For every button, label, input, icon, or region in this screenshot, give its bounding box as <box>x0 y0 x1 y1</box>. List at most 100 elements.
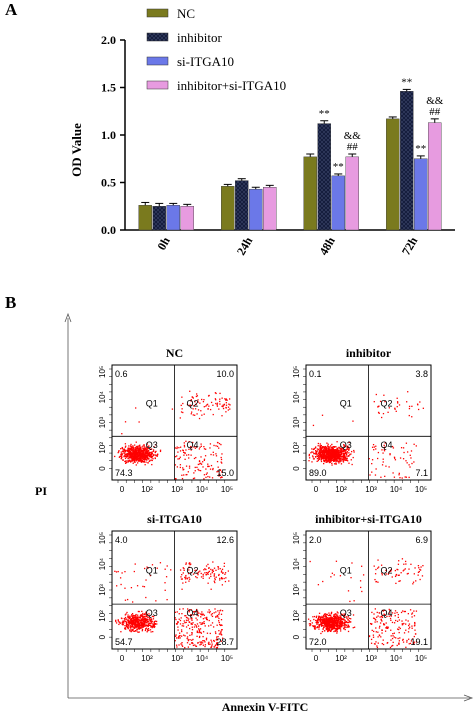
dot <box>118 456 121 458</box>
dot <box>344 452 347 454</box>
dot <box>200 572 202 575</box>
dot <box>130 624 132 626</box>
dot <box>390 629 392 631</box>
dot <box>402 638 404 641</box>
dot <box>188 621 191 623</box>
dot <box>205 639 208 641</box>
dot <box>332 454 335 457</box>
dot <box>411 638 414 640</box>
dot <box>329 456 332 459</box>
dot <box>135 613 137 616</box>
dot <box>218 447 220 449</box>
dot <box>126 456 128 458</box>
dot <box>401 620 403 622</box>
dot <box>341 622 343 625</box>
dot <box>129 455 131 457</box>
dot <box>335 450 337 452</box>
dot <box>215 399 217 401</box>
dot <box>339 627 341 629</box>
dot <box>222 404 224 406</box>
dot <box>148 624 150 626</box>
dot <box>347 455 349 457</box>
dot <box>335 446 337 448</box>
dot <box>336 632 338 634</box>
bar <box>221 186 235 231</box>
dot <box>207 465 209 468</box>
dot <box>145 579 147 581</box>
dot <box>343 622 345 625</box>
dot <box>212 467 214 470</box>
dot <box>349 453 351 456</box>
dot <box>202 618 205 620</box>
dot <box>137 457 139 459</box>
dot <box>338 456 340 458</box>
dot <box>139 458 142 460</box>
dot <box>373 613 375 615</box>
dot <box>196 577 198 579</box>
dot <box>143 616 145 619</box>
dot <box>330 618 332 621</box>
dot <box>182 582 184 584</box>
dot <box>117 620 119 622</box>
dot <box>127 453 129 455</box>
dot <box>320 459 322 461</box>
dot <box>320 625 323 627</box>
dot <box>339 461 341 463</box>
dot <box>315 446 317 448</box>
gate-label: Q4 <box>381 608 393 618</box>
dot <box>132 626 135 628</box>
x-tick-label: 10³ <box>365 485 377 494</box>
dot <box>195 446 198 448</box>
dot <box>148 460 150 462</box>
dot <box>129 457 131 459</box>
dot <box>422 564 424 567</box>
x-tick-label: 10³ <box>171 485 183 494</box>
dot <box>211 622 214 624</box>
dot <box>345 449 347 451</box>
dot <box>123 448 126 450</box>
dot <box>352 627 354 629</box>
dot <box>181 644 183 646</box>
dot <box>184 635 186 637</box>
dot <box>149 574 152 577</box>
dot <box>352 614 355 616</box>
dot <box>128 452 130 454</box>
dot <box>227 409 229 411</box>
dot <box>124 443 127 445</box>
dot <box>134 622 136 624</box>
dot <box>327 454 329 456</box>
dot <box>200 642 202 644</box>
dot <box>329 458 331 460</box>
dot <box>340 455 343 458</box>
dot <box>204 644 207 646</box>
y-tick-label: 10² <box>292 442 301 454</box>
dot <box>120 454 123 456</box>
dot <box>142 452 145 455</box>
dot <box>396 568 398 571</box>
dot <box>377 615 379 617</box>
dot <box>215 576 217 578</box>
dot <box>330 625 333 628</box>
dot <box>193 405 195 407</box>
dot <box>131 625 133 628</box>
dot <box>136 616 138 618</box>
dot <box>339 458 342 460</box>
dot <box>408 643 410 645</box>
dot <box>154 623 157 625</box>
dot <box>421 575 424 577</box>
dot <box>375 641 377 643</box>
dot <box>383 450 386 452</box>
dot <box>194 624 196 626</box>
dot <box>144 616 146 618</box>
dot <box>130 461 132 463</box>
dot <box>318 458 320 460</box>
dot <box>136 585 139 587</box>
dot <box>208 465 210 468</box>
dot <box>175 618 177 621</box>
dot <box>411 613 413 615</box>
dot <box>328 460 330 463</box>
dot <box>340 622 342 624</box>
dot <box>187 638 189 641</box>
dot <box>150 455 152 458</box>
dot <box>153 626 155 629</box>
